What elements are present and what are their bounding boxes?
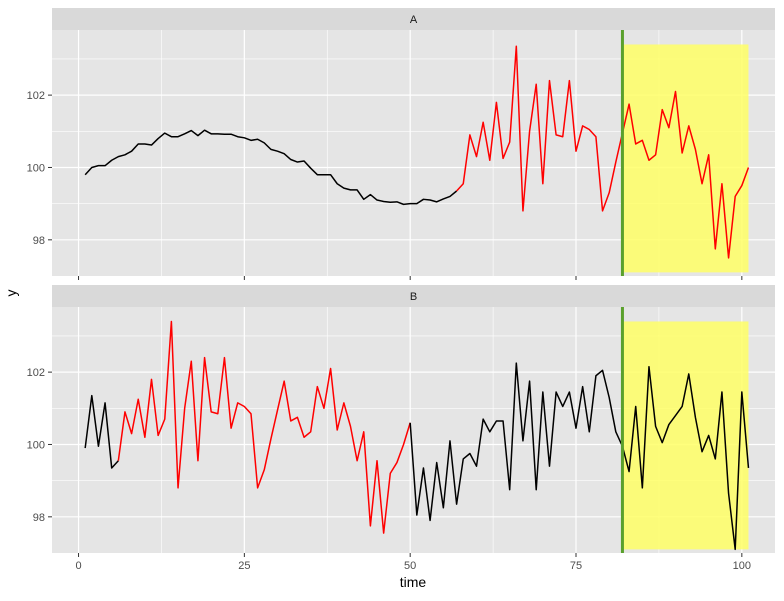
x-tick-label: 75 [570, 560, 582, 572]
y-tick-label: 98 [33, 235, 45, 247]
y-tick-label: 100 [27, 162, 45, 174]
x-tick-label: 100 [733, 560, 751, 572]
series-line-red [117, 320, 411, 534]
facet-strip [52, 8, 775, 30]
facet-strip [52, 285, 775, 307]
highlight-region [622, 321, 749, 550]
x-tick-label: 25 [238, 560, 250, 572]
series-line-black [409, 362, 750, 551]
y-axis-title: y [3, 290, 19, 297]
panel-b: B 98 100 102 0 25 50 75 100 [27, 285, 775, 572]
series-line-black [84, 394, 119, 469]
y-tick-label: 100 [27, 439, 45, 451]
y-tick-label: 102 [27, 367, 45, 379]
panel-a: A 98 100 102 [27, 8, 775, 280]
y-tick-label: 98 [33, 512, 45, 524]
y-tick-label: 102 [27, 90, 45, 102]
x-tick-label: 0 [75, 560, 81, 572]
series-line-red [456, 45, 750, 259]
series-line-black [84, 129, 458, 206]
facet-strip-label: B [410, 291, 417, 303]
highlight-region [622, 44, 749, 273]
x-axis-title: time [400, 574, 427, 590]
x-tick-label: 50 [404, 560, 416, 572]
facet-strip-label: A [410, 14, 418, 26]
